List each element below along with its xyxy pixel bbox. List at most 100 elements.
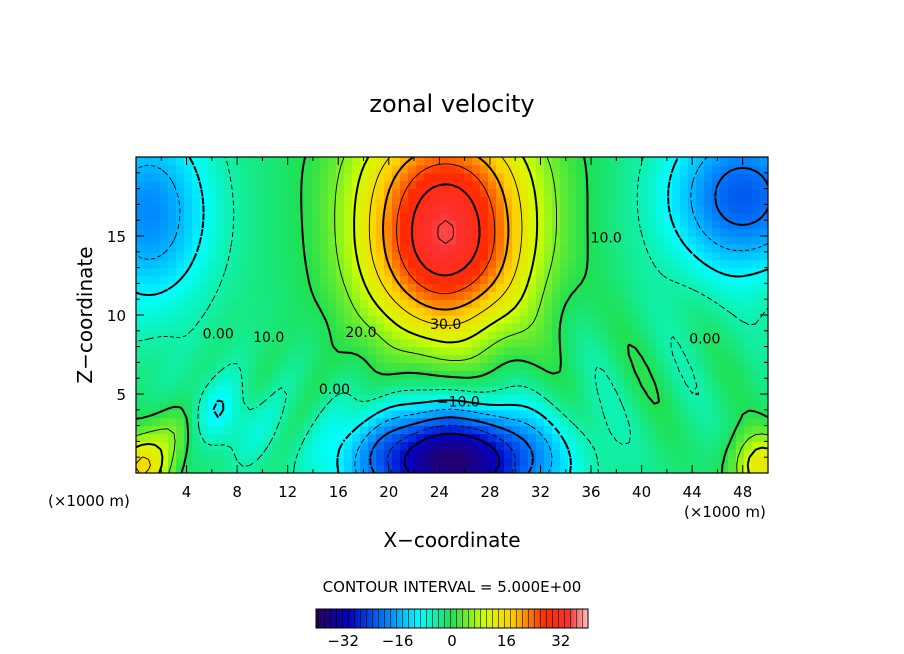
field-cell: [184, 283, 193, 292]
field-cell: [192, 243, 201, 253]
field-cell: [416, 283, 425, 292]
field-cell: [272, 370, 281, 379]
field-cell: [576, 307, 585, 316]
field-cell: [336, 157, 345, 166]
field-cell: [408, 338, 417, 348]
field-cell: [424, 299, 433, 308]
contour-label: 10.0: [591, 230, 622, 246]
field-cell: [424, 259, 433, 269]
field-cell: [480, 251, 489, 261]
field-cell: [352, 228, 361, 237]
field-cell: [152, 196, 161, 205]
field-cell: [584, 425, 593, 435]
field-cell: [200, 251, 209, 261]
field-cell: [472, 236, 481, 245]
field-cell: [528, 441, 537, 450]
field-cell: [592, 346, 601, 356]
field-cell: [144, 322, 153, 332]
field-cell: [696, 220, 705, 229]
field-cell: [520, 291, 529, 300]
field-cell: [136, 370, 145, 379]
field-cell: [600, 251, 609, 261]
field-cell: [600, 228, 609, 237]
field-cell: [312, 370, 321, 379]
field-cell: [160, 236, 169, 245]
field-cell: [328, 457, 337, 466]
field-cell: [408, 291, 417, 300]
field-cell: [632, 251, 641, 261]
field-cell: [208, 188, 217, 198]
field-cell: [168, 204, 177, 213]
field-cell: [144, 330, 153, 340]
field-cell: [520, 228, 529, 237]
field-cell: [624, 291, 633, 300]
field-cell: [664, 291, 673, 300]
field-cell: [232, 196, 241, 205]
field-cell: [224, 228, 233, 237]
field-cell: [136, 236, 145, 245]
field-cell: [264, 267, 273, 277]
field-cell: [752, 180, 761, 190]
field-cell: [616, 212, 625, 221]
field-cell: [392, 157, 401, 166]
field-cell: [552, 243, 561, 253]
field-cell: [208, 322, 217, 332]
field-cell: [256, 212, 265, 221]
field-cell: [552, 378, 561, 387]
field-cell: [296, 322, 305, 332]
field-cell: [552, 236, 561, 245]
field-cell: [568, 259, 577, 269]
field-cell: [184, 354, 193, 363]
field-cell: [640, 164, 649, 174]
field-cell: [376, 212, 385, 221]
field-cell: [184, 370, 193, 379]
field-cell: [624, 251, 633, 261]
field-cell: [736, 299, 745, 308]
field-cell: [728, 180, 737, 190]
field-cell: [528, 275, 537, 284]
field-cell: [240, 243, 249, 253]
field-cell: [384, 394, 393, 403]
field-cell: [496, 188, 505, 198]
field-cell: [136, 196, 145, 205]
field-cell: [136, 283, 145, 292]
field-cell: [568, 465, 577, 473]
field-cell: [520, 196, 529, 205]
field-cell: [432, 417, 441, 427]
field-cell: [384, 180, 393, 190]
field-cell: [432, 267, 441, 277]
field-cell: [608, 275, 617, 284]
field-cell: [224, 346, 233, 356]
field-cell: [344, 394, 353, 403]
field-cell: [176, 433, 185, 442]
field-cell: [672, 188, 681, 198]
field-cell: [240, 338, 249, 348]
field-cell: [520, 243, 529, 253]
field-cell: [336, 362, 345, 371]
field-cell: [592, 212, 601, 221]
field-cell: [664, 212, 673, 221]
field-cell: [752, 307, 761, 316]
field-cell: [592, 378, 601, 387]
field-cell: [384, 307, 393, 316]
field-cell: [480, 378, 489, 387]
field-cell: [144, 251, 153, 261]
field-cell: [704, 441, 713, 450]
field-cell: [232, 378, 241, 387]
field-cell: [312, 275, 321, 284]
field-cell: [224, 172, 233, 182]
field-cell: [224, 291, 233, 300]
field-cell: [688, 354, 697, 363]
field-cell: [376, 267, 385, 277]
field-cell: [336, 204, 345, 213]
field-cell: [504, 315, 513, 324]
field-cell: [288, 275, 297, 284]
field-cell: [736, 346, 745, 356]
field-cell: [704, 378, 713, 387]
field-cell: [656, 449, 665, 458]
field-cell: [152, 220, 161, 229]
field-cell: [376, 196, 385, 205]
field-cell: [392, 338, 401, 348]
field-cell: [328, 204, 337, 213]
field-cell: [576, 322, 585, 332]
